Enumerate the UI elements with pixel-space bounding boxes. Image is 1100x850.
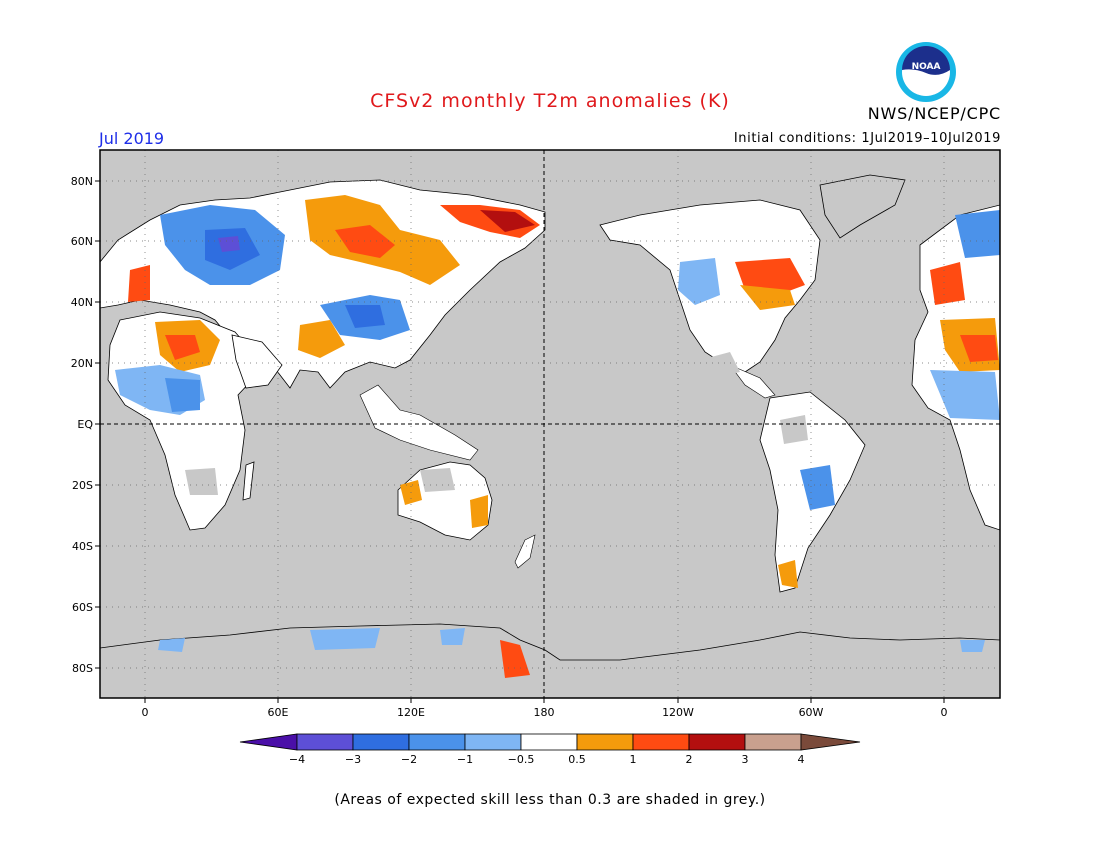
lon-label: 0 <box>941 706 948 719</box>
colorbar-label: −2 <box>401 753 417 766</box>
colorbar-label: −1 <box>457 753 473 766</box>
colorbar-segment-min <box>239 733 298 751</box>
colorbar-segment <box>296 733 354 751</box>
warm-anomalies <box>128 195 1000 678</box>
footnote: (Areas of expected skill less than 0.3 a… <box>334 792 766 808</box>
lat-label: 80N <box>71 175 93 188</box>
longitude-labels: 0 60E 120E 180 120W 60W 0 <box>142 706 948 719</box>
map-title: CFSv2 monthly T2m anomalies (K) <box>370 90 730 112</box>
lat-label: 20S <box>72 479 93 492</box>
lat-label: 60N <box>71 235 93 248</box>
agency-label: NWS/NCEP/CPC <box>867 104 1001 123</box>
lon-label: 180 <box>534 706 555 719</box>
new-zealand-land <box>514 534 536 569</box>
grid-lines <box>100 150 1000 698</box>
colorbar-segment <box>464 733 522 751</box>
lat-label: 20N <box>71 357 93 370</box>
central-america-land <box>729 364 776 399</box>
arabia-land <box>231 334 283 389</box>
colorbar-segment <box>688 733 746 751</box>
colorbar-segment <box>352 733 410 751</box>
axis-ticks <box>95 180 945 703</box>
colorbar-labels: −4 −3 −2 −1 −0.5 0.5 1 2 3 4 <box>289 753 805 766</box>
colorbar-segment-max <box>800 733 861 751</box>
colorbar-label: −3 <box>345 753 361 766</box>
lat-label: 40S <box>72 540 93 553</box>
noaa-logo-text: NOAA <box>912 62 941 72</box>
colorbar-segment <box>576 733 634 751</box>
colorbar-segment <box>408 733 466 751</box>
lat-label: 40N <box>71 296 93 309</box>
greenland-land <box>819 174 906 239</box>
colorbar-label: 0.5 <box>568 753 586 766</box>
lat-label: EQ <box>77 418 93 431</box>
lon-label: 0 <box>142 706 149 719</box>
colorbar-label: 4 <box>798 753 805 766</box>
colorbar-label: 1 <box>630 753 637 766</box>
colorbar-segment <box>632 733 690 751</box>
lon-label: 60W <box>799 706 824 719</box>
forecast-month: Jul 2019 <box>99 129 165 148</box>
colorbar-label: −0.5 <box>508 753 535 766</box>
colorbar-label: −4 <box>289 753 305 766</box>
colorbar-segment <box>520 733 578 751</box>
colorbar-label: 2 <box>686 753 693 766</box>
initial-conditions: Initial conditions: 1Jul2019–10Jul2019 <box>733 131 1001 146</box>
lat-label: 80S <box>72 662 93 675</box>
madagascar-land <box>242 461 255 501</box>
se-asia-land <box>359 384 479 461</box>
colorbar <box>239 733 861 751</box>
colorbar-segment <box>744 733 802 751</box>
lon-label: 120E <box>397 706 425 719</box>
low-skill-patches <box>185 352 808 495</box>
lat-label: 60S <box>72 601 93 614</box>
cool-anomalies <box>115 205 1000 652</box>
lon-label: 120W <box>662 706 694 719</box>
noaa-logo: NOAA <box>896 42 956 102</box>
australia-land <box>397 461 493 541</box>
lon-label: 60E <box>268 706 289 719</box>
colorbar-label: 3 <box>742 753 749 766</box>
latitude-labels: 80N 60N 40N 20N EQ 20S 40S 60S 80S <box>71 175 94 675</box>
